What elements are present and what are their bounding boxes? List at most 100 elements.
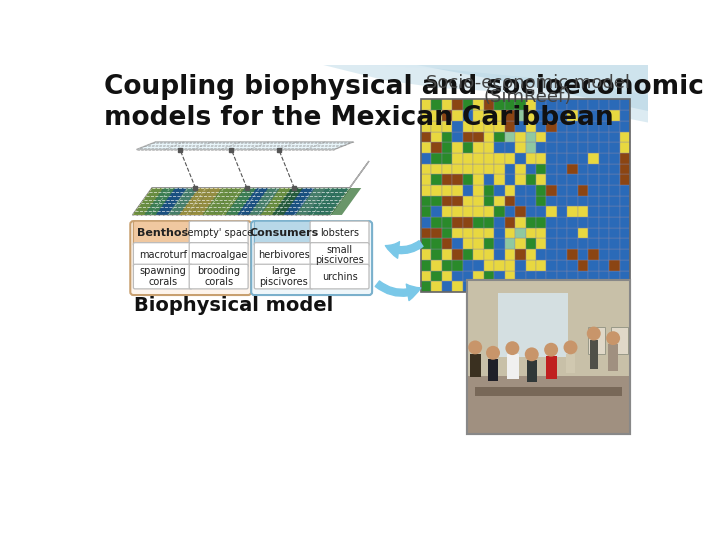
Circle shape bbox=[468, 340, 482, 354]
Bar bbox=[557, 142, 567, 153]
Bar bbox=[463, 195, 473, 206]
Bar bbox=[431, 260, 442, 271]
Bar bbox=[421, 174, 431, 185]
Bar bbox=[421, 281, 431, 292]
Bar bbox=[463, 99, 473, 110]
Bar bbox=[463, 281, 473, 292]
Polygon shape bbox=[202, 188, 233, 215]
Bar bbox=[484, 121, 494, 132]
Bar bbox=[567, 249, 578, 260]
FancyBboxPatch shape bbox=[254, 264, 313, 289]
Bar bbox=[609, 185, 620, 195]
Bar bbox=[526, 110, 536, 121]
Bar bbox=[578, 260, 588, 271]
Bar bbox=[473, 195, 484, 206]
Bar bbox=[526, 217, 536, 228]
Bar bbox=[494, 153, 505, 164]
Bar bbox=[463, 121, 473, 132]
FancyBboxPatch shape bbox=[254, 242, 313, 267]
Bar bbox=[620, 99, 630, 110]
Bar bbox=[620, 164, 630, 174]
Bar bbox=[467, 280, 630, 376]
Bar bbox=[431, 153, 442, 164]
Bar bbox=[620, 121, 630, 132]
Bar bbox=[515, 174, 526, 185]
Text: small
piscivores: small piscivores bbox=[315, 245, 364, 265]
Bar bbox=[473, 153, 484, 164]
Bar bbox=[609, 174, 620, 185]
Bar bbox=[599, 206, 609, 217]
Bar bbox=[620, 185, 630, 195]
Bar bbox=[578, 195, 588, 206]
Bar bbox=[431, 110, 442, 121]
Bar bbox=[578, 206, 588, 217]
Bar bbox=[421, 110, 431, 121]
Bar bbox=[536, 249, 546, 260]
Circle shape bbox=[525, 347, 539, 361]
Bar bbox=[567, 185, 578, 195]
Bar bbox=[505, 195, 515, 206]
Bar bbox=[452, 185, 463, 195]
Bar bbox=[473, 142, 484, 153]
Bar bbox=[567, 142, 578, 153]
Bar bbox=[452, 271, 463, 281]
Bar bbox=[431, 239, 442, 249]
Bar bbox=[452, 132, 463, 142]
Bar bbox=[599, 132, 609, 142]
Bar bbox=[578, 153, 588, 164]
Bar bbox=[609, 271, 620, 281]
Text: lobsters: lobsters bbox=[320, 228, 359, 239]
Bar bbox=[526, 164, 536, 174]
Bar bbox=[494, 195, 505, 206]
Bar bbox=[599, 99, 609, 110]
Bar bbox=[557, 185, 567, 195]
Bar bbox=[515, 249, 526, 260]
Bar bbox=[484, 174, 494, 185]
Bar bbox=[567, 174, 578, 185]
Bar bbox=[546, 185, 557, 195]
Bar bbox=[442, 99, 452, 110]
Bar bbox=[463, 153, 473, 164]
Bar bbox=[546, 249, 557, 260]
Bar bbox=[494, 142, 505, 153]
Polygon shape bbox=[330, 188, 361, 215]
Bar bbox=[494, 164, 505, 174]
Bar bbox=[557, 153, 567, 164]
Bar bbox=[431, 249, 442, 260]
Text: macroturf: macroturf bbox=[139, 250, 187, 260]
Bar bbox=[498, 293, 568, 357]
Bar bbox=[505, 217, 515, 228]
Bar bbox=[484, 195, 494, 206]
Bar bbox=[463, 228, 473, 239]
FancyBboxPatch shape bbox=[189, 264, 248, 289]
Bar bbox=[599, 110, 609, 121]
Bar bbox=[484, 281, 494, 292]
Bar bbox=[442, 228, 452, 239]
Bar bbox=[463, 132, 473, 142]
Bar bbox=[526, 142, 536, 153]
Bar bbox=[452, 228, 463, 239]
Polygon shape bbox=[238, 188, 269, 215]
Bar bbox=[557, 99, 567, 110]
Bar bbox=[431, 164, 442, 174]
Bar bbox=[599, 153, 609, 164]
Bar bbox=[494, 228, 505, 239]
Bar bbox=[473, 228, 484, 239]
Bar bbox=[536, 164, 546, 174]
Bar bbox=[546, 121, 557, 132]
Bar bbox=[515, 164, 526, 174]
Bar bbox=[609, 110, 620, 121]
Bar bbox=[620, 260, 630, 271]
Bar bbox=[620, 228, 630, 239]
Bar bbox=[452, 217, 463, 228]
FancyBboxPatch shape bbox=[130, 221, 251, 295]
Bar bbox=[442, 195, 452, 206]
Bar bbox=[467, 280, 630, 434]
Bar bbox=[526, 99, 536, 110]
Bar bbox=[526, 121, 536, 132]
Bar bbox=[546, 99, 557, 110]
Bar bbox=[620, 249, 630, 260]
Bar bbox=[620, 132, 630, 142]
Bar bbox=[526, 132, 536, 142]
Bar bbox=[588, 249, 599, 260]
